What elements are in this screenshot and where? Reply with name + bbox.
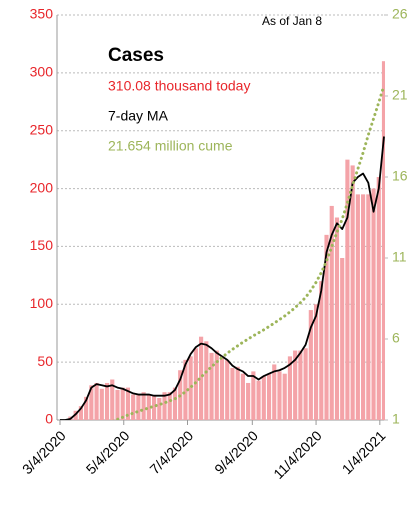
plot-area <box>60 61 385 420</box>
bar <box>199 336 204 420</box>
bar <box>366 194 371 420</box>
annotation: As of Jan 8 <box>262 14 322 28</box>
bar <box>272 364 277 420</box>
bar <box>172 387 178 420</box>
bar <box>371 188 376 420</box>
y2-tick-label: 1 <box>392 411 400 427</box>
bar <box>240 373 245 420</box>
bar <box>141 392 146 420</box>
x-tick-label: 11/4/2020 <box>270 427 325 482</box>
bar <box>246 382 251 420</box>
bar <box>235 366 240 420</box>
bar <box>287 356 293 420</box>
series-line <box>112 83 385 420</box>
bar <box>350 165 355 420</box>
y-tick-label: 150 <box>30 237 54 253</box>
bar <box>308 310 313 420</box>
y-tick-label: 250 <box>30 121 54 137</box>
bar <box>183 359 188 420</box>
bar <box>266 373 272 420</box>
bar <box>157 398 162 420</box>
bar <box>277 371 282 420</box>
bar <box>256 380 261 420</box>
bar <box>84 396 89 420</box>
bar <box>329 205 334 420</box>
bar <box>115 389 120 420</box>
bar <box>219 356 225 420</box>
x-tick-label: 7/4/2020 <box>146 427 196 477</box>
y2-tick-label: 16 <box>392 168 408 184</box>
y2-tick-label: 26 <box>392 6 408 22</box>
bar <box>146 394 151 420</box>
bar <box>99 388 104 420</box>
bar <box>303 348 308 420</box>
series-line <box>60 136 385 420</box>
bar <box>78 406 83 420</box>
bar <box>104 382 110 420</box>
y-tick-label: 100 <box>30 295 54 311</box>
bar <box>261 376 266 420</box>
bar <box>120 387 125 420</box>
y2-tick-label: 21 <box>392 87 408 103</box>
y-tick-label: 300 <box>30 64 54 80</box>
bar <box>136 394 141 420</box>
bar <box>225 359 230 420</box>
bar <box>162 392 167 420</box>
bar <box>282 373 287 420</box>
bar <box>376 177 381 420</box>
bar <box>151 395 157 420</box>
bar <box>334 217 340 420</box>
bar <box>381 61 385 420</box>
bar <box>167 392 172 420</box>
legend-entry: 21.654 million cume <box>108 138 233 154</box>
y2-tick-label: 11 <box>392 249 407 265</box>
x-tick-label: 5/4/2020 <box>83 427 133 477</box>
bar <box>313 304 319 420</box>
y-tick-label: 350 <box>30 6 54 22</box>
bar <box>293 350 298 420</box>
chart-title: Cases <box>108 45 164 66</box>
legend-entry: 7-day MA <box>108 108 169 124</box>
x-tick-label: 1/4/2021 <box>339 427 389 477</box>
y-tick-label: 50 <box>37 353 53 369</box>
bar <box>110 379 115 420</box>
y-tick-label: 0 <box>45 411 53 427</box>
bar <box>298 350 303 420</box>
y-tick-label: 200 <box>30 179 54 195</box>
bar <box>324 234 329 420</box>
bar <box>94 382 99 420</box>
bar <box>204 341 209 420</box>
bar <box>209 352 214 420</box>
bar <box>131 394 136 420</box>
bar <box>125 387 131 420</box>
x-tick-label: 3/4/2020 <box>19 427 69 477</box>
x-tick-label: 9/4/2020 <box>211 427 261 477</box>
bar <box>355 194 360 420</box>
bar <box>89 385 94 420</box>
bar <box>361 194 366 420</box>
bar <box>230 367 235 420</box>
bar <box>319 281 324 420</box>
bar <box>251 371 256 420</box>
bar <box>340 258 345 420</box>
y2-tick-label: 6 <box>392 330 400 346</box>
bar <box>188 356 193 420</box>
bar <box>345 159 350 420</box>
legend-entry: 310.08 thousand today <box>108 78 250 94</box>
bar <box>214 350 219 420</box>
